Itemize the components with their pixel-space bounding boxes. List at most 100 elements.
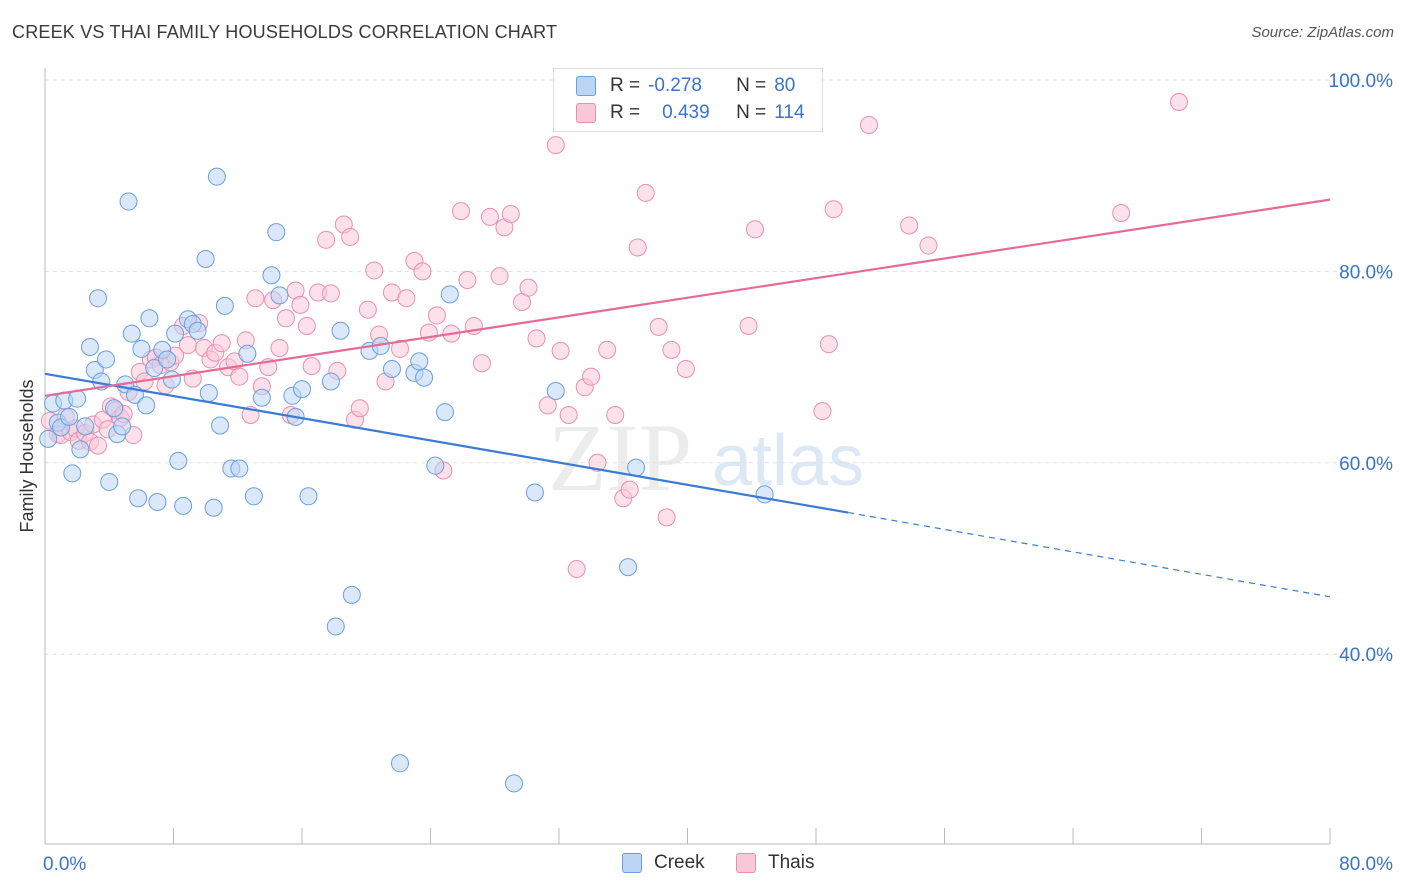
creek-n-label: N =	[736, 75, 767, 96]
thais-point	[636, 183, 655, 202]
creek-point	[207, 167, 226, 186]
thais-point	[358, 300, 377, 319]
creek-point	[252, 388, 271, 407]
thais-point	[620, 480, 639, 499]
creek-point	[410, 352, 429, 371]
thais-legend-label: Thais	[768, 852, 815, 873]
thais-point	[860, 115, 879, 134]
thais-point	[452, 202, 471, 221]
thais-r-value: 0.439	[662, 102, 710, 123]
creek-point	[60, 407, 79, 426]
creek-point	[244, 487, 263, 506]
creek-point	[415, 368, 434, 387]
creek-point	[211, 416, 230, 435]
y-tick-label: 80.0%	[1339, 262, 1393, 283]
thais-point	[413, 262, 432, 281]
thais-point	[588, 453, 607, 472]
creek-point	[435, 403, 454, 422]
creek-point	[105, 399, 124, 418]
legend-row-creek: R = -0.278 N = 80	[576, 73, 795, 99]
thais-point	[546, 136, 565, 155]
creek-point	[89, 289, 108, 308]
creek-point	[39, 429, 58, 448]
creek-point	[113, 417, 132, 436]
thais-point	[527, 329, 546, 348]
thais-series	[40, 93, 1189, 579]
thais-point	[900, 216, 919, 235]
creek-point	[342, 585, 361, 604]
creek-r-label: R =	[610, 75, 641, 96]
creek-point	[390, 754, 409, 773]
thais-point	[606, 405, 625, 424]
thais-point	[559, 405, 578, 424]
creek-trendline-projection	[848, 511, 1331, 598]
creek-point	[188, 321, 207, 340]
creek-point	[140, 309, 159, 328]
creek-point	[627, 458, 646, 477]
thais-point	[598, 340, 617, 359]
legend-row-thais: R = 0.439 N = 114	[576, 100, 805, 126]
y-tick-label: 40.0%	[1339, 645, 1393, 666]
thais-point	[819, 335, 838, 354]
creek-point	[132, 339, 151, 358]
thais-point	[919, 236, 938, 255]
creek-point	[100, 472, 119, 491]
creek-point	[174, 496, 193, 515]
thais-point	[212, 334, 231, 353]
series-legend: Creek Thais	[0, 852, 1406, 878]
axes	[44, 68, 1331, 845]
creek-point	[204, 498, 223, 517]
creek-point	[169, 451, 188, 470]
thais-point	[490, 267, 509, 286]
creek-point	[196, 249, 215, 268]
creek-point	[158, 350, 177, 369]
thais-point	[813, 402, 832, 421]
creek-legend-swatch	[622, 853, 642, 873]
creek-point	[145, 359, 164, 378]
trendlines	[44, 198, 1331, 598]
creek-point	[199, 383, 218, 402]
creek-point	[755, 485, 774, 504]
legend-item-creek: Creek	[622, 852, 705, 874]
creek-point	[440, 285, 459, 304]
creek-n-value: 80	[774, 75, 796, 96]
thais-point	[472, 354, 491, 373]
thais-point	[427, 306, 446, 325]
x-tick-label: 80.0%	[1339, 854, 1393, 875]
thais-point	[567, 560, 586, 579]
thais-point	[230, 367, 249, 386]
creek-point	[546, 382, 565, 401]
creek-point	[166, 324, 185, 343]
watermark-atlas: atlas	[712, 421, 864, 501]
creek-point	[262, 266, 281, 285]
thais-point	[397, 289, 416, 308]
thais-point	[270, 338, 289, 357]
thais-point	[302, 357, 321, 376]
thais-point	[501, 204, 520, 223]
thais-point	[628, 238, 647, 257]
y-tick-label: 100.0%	[1329, 71, 1394, 92]
legend-item-thais: Thais	[736, 852, 814, 874]
thais-point	[582, 367, 601, 386]
thais-point	[246, 289, 265, 308]
creek-point	[230, 459, 249, 478]
thais-point	[480, 207, 499, 226]
creek-trendline	[44, 372, 849, 514]
thais-point	[538, 396, 557, 415]
chart-title: CREEK VS THAI FAMILY HOUSEHOLDS CORRELAT…	[12, 22, 558, 42]
thais-swatch	[576, 103, 596, 123]
thais-r-label: R =	[610, 102, 641, 123]
creek-point	[148, 493, 167, 512]
creek-point	[299, 487, 318, 506]
thais-point	[551, 341, 570, 360]
creek-point	[76, 417, 95, 436]
thais-point	[745, 220, 764, 239]
thais-point	[89, 436, 108, 455]
creek-point	[122, 324, 141, 343]
x-tick-label: 0.0%	[43, 854, 86, 875]
creek-point	[293, 380, 311, 399]
thais-point	[1112, 204, 1131, 223]
thais-point	[390, 339, 409, 358]
creek-point	[326, 617, 345, 636]
